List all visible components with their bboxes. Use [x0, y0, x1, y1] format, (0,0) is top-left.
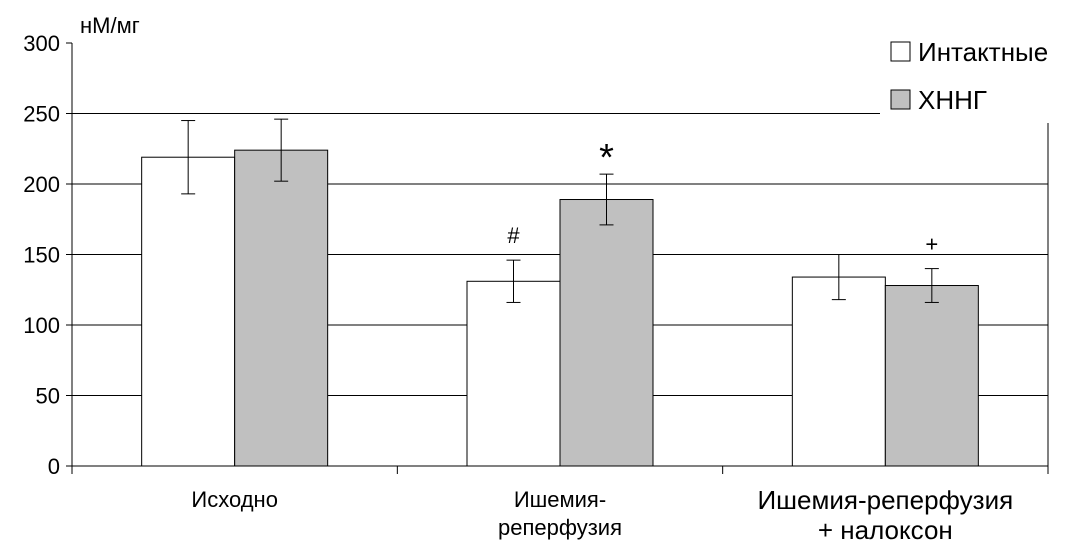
x-tick-label: Ишемия- — [514, 487, 606, 512]
y-tick-label: 300 — [23, 31, 60, 56]
legend-background — [880, 33, 1091, 123]
legend-swatch — [890, 89, 911, 110]
bar — [791, 276, 886, 467]
significance-mark: # — [507, 223, 520, 248]
significance-mark: + — [925, 232, 938, 257]
y-tick-label: 0 — [48, 454, 60, 479]
y-tick-label: 250 — [23, 102, 60, 127]
y-tick-label: 150 — [23, 243, 60, 268]
bars — [141, 149, 979, 467]
bar — [234, 149, 329, 467]
x-tick-label: + налоксон — [818, 515, 953, 545]
bar — [884, 285, 979, 467]
significance-mark: * — [599, 137, 614, 179]
legend-swatch — [890, 41, 911, 62]
legend: Интактные ХННГ — [880, 33, 1091, 123]
x-tick-label: Ишемия-реперфузия — [757, 485, 1013, 515]
y-tick-label: 200 — [23, 172, 60, 197]
x-tick-label: Исходно — [191, 487, 278, 512]
bar — [466, 280, 561, 467]
annotations: # * + — [507, 137, 938, 256]
bar — [141, 156, 236, 467]
axes: 0 50 100 150 200 250 300 Исходно Ишемия-реперфуз… — [23, 31, 1049, 545]
legend-label: ХННГ — [918, 85, 987, 115]
y-tick-label: 100 — [23, 313, 60, 338]
bar — [559, 199, 654, 467]
y-axis-label: нМ/мг — [80, 13, 140, 38]
y-tick-label: 50 — [36, 384, 60, 409]
legend-label: Интактные — [918, 37, 1048, 67]
error-bars — [181, 118, 939, 303]
x-tick-label: реперфузия — [498, 515, 622, 540]
